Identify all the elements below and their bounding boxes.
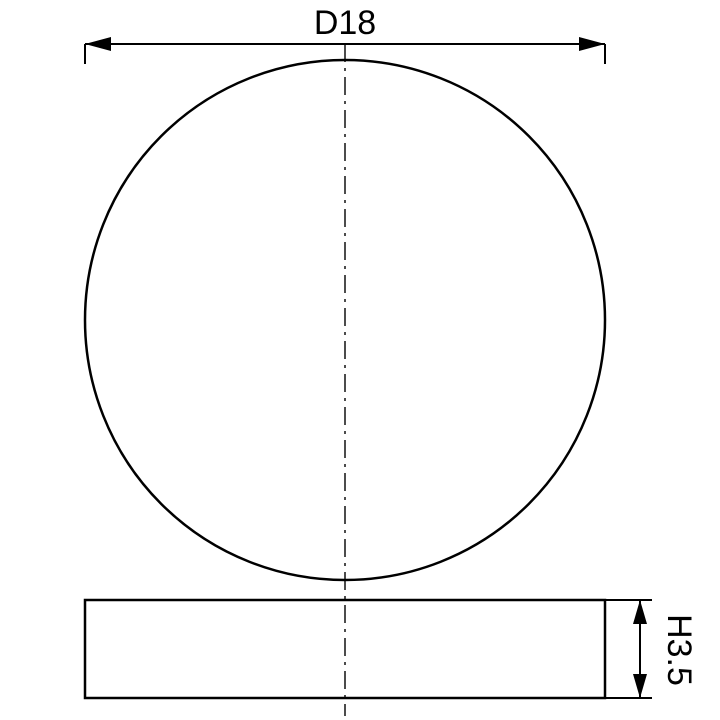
dim-h-arrow-top (633, 600, 647, 624)
height-dimension: H3.5 (606, 600, 698, 698)
dim-d-arrow-left (85, 37, 111, 51)
dim-h-arrow-bottom (633, 674, 647, 698)
dim-d-arrow-right (579, 37, 605, 51)
dim-h-label: H3.5 (660, 614, 698, 686)
dim-d-label: D18 (314, 4, 376, 42)
dimension-diagram: D18 H3.5 (0, 0, 720, 720)
